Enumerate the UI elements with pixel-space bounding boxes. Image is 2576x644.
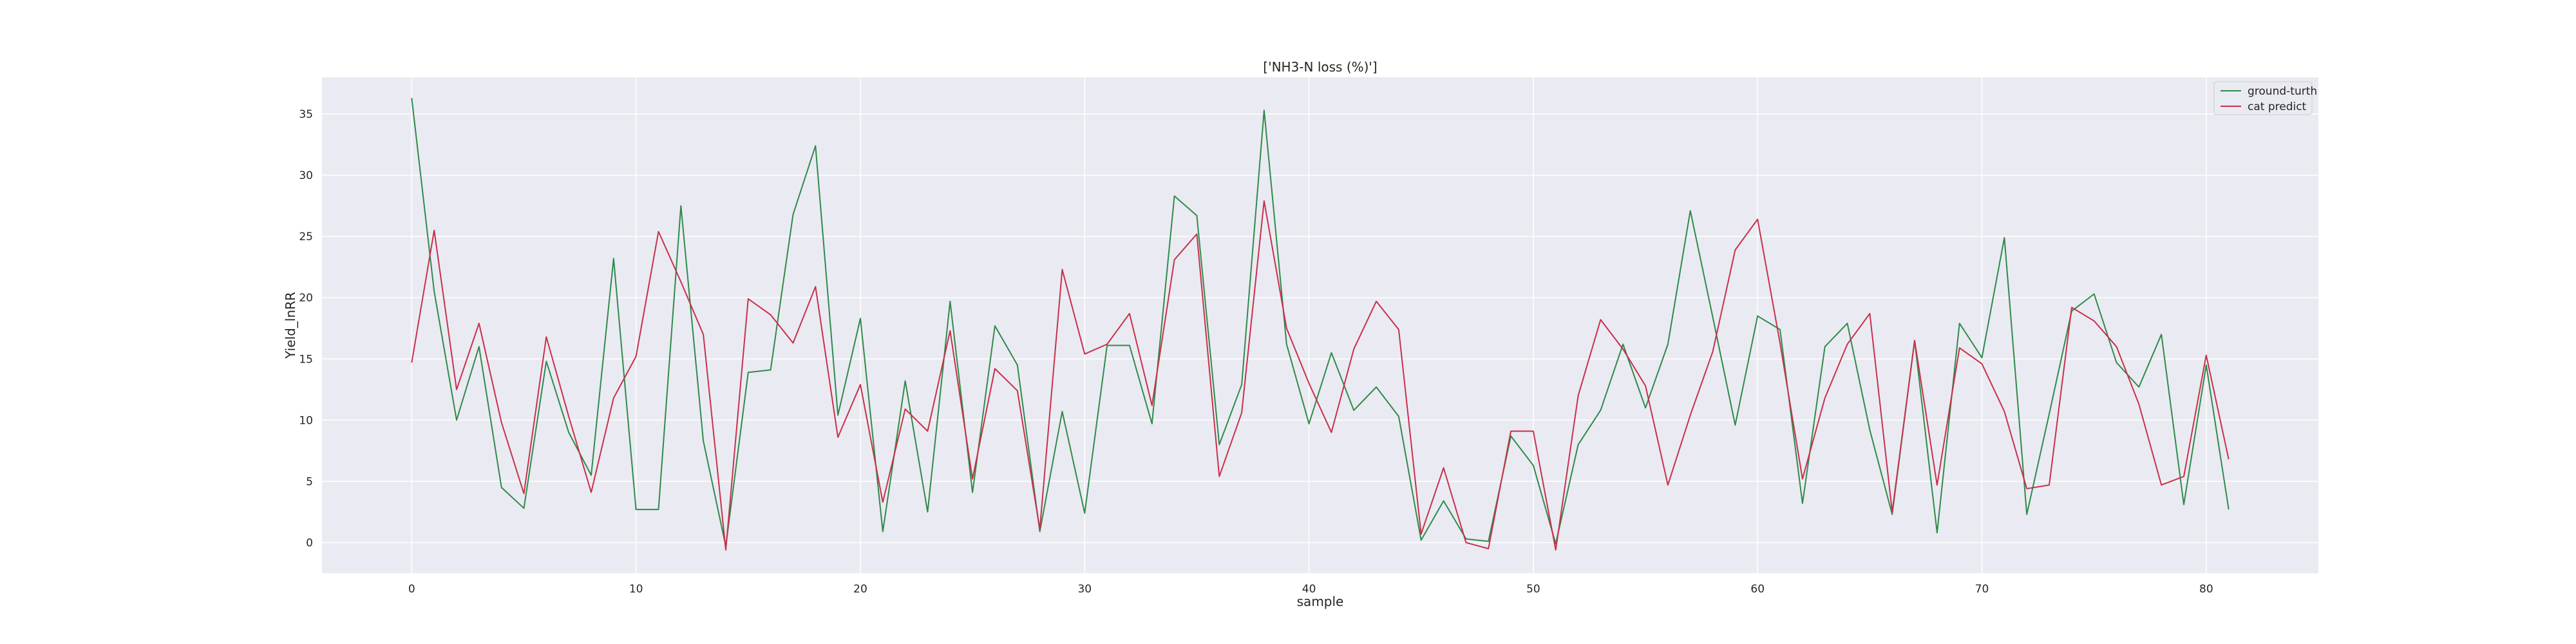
- series-line-ground-turth: [411, 98, 2230, 547]
- x-tick-label: 0: [408, 583, 415, 596]
- x-tick-label: 10: [629, 583, 643, 596]
- series-layer: [411, 98, 2230, 551]
- legend: ground-turth cat predict: [2213, 81, 2317, 115]
- y-tick-label: 25: [299, 231, 313, 243]
- y-tick-label: 30: [299, 169, 313, 182]
- y-tick-label: 10: [299, 414, 313, 427]
- y-tick-label: 5: [306, 475, 313, 488]
- y-tick-label: 35: [299, 108, 313, 121]
- x-tick-label: 20: [853, 583, 867, 596]
- x-axis-label: sample: [1297, 594, 1344, 609]
- y-tick-label: 15: [299, 353, 313, 366]
- grid-lines: [322, 77, 2318, 573]
- x-tick-label: 30: [1077, 583, 1092, 596]
- series-line-cat-predict: [411, 200, 2230, 551]
- y-axis-label: Yield_lnRR: [283, 292, 298, 359]
- x-tick-label: 40: [1302, 583, 1316, 596]
- x-tick-label: 50: [1526, 583, 1540, 596]
- plot-background: [322, 77, 2318, 573]
- x-tick-label: 80: [2199, 583, 2213, 596]
- y-tick-labels: 0 5 10 15 20 25 30 35: [299, 108, 313, 549]
- y-tick-label: 0: [306, 536, 313, 549]
- x-tick-label: 70: [1975, 583, 1989, 596]
- x-tick-labels: 0 10 20 30 40 50 60 70 80: [408, 583, 2213, 596]
- chart-title: ['NH3-N loss (%)']: [1263, 59, 1377, 75]
- legend-label-ground-turth: ground-turth: [2248, 85, 2317, 98]
- y-tick-label: 20: [299, 292, 313, 305]
- x-tick-label: 60: [1750, 583, 1765, 596]
- legend-label-cat-predict: cat predict: [2248, 100, 2307, 113]
